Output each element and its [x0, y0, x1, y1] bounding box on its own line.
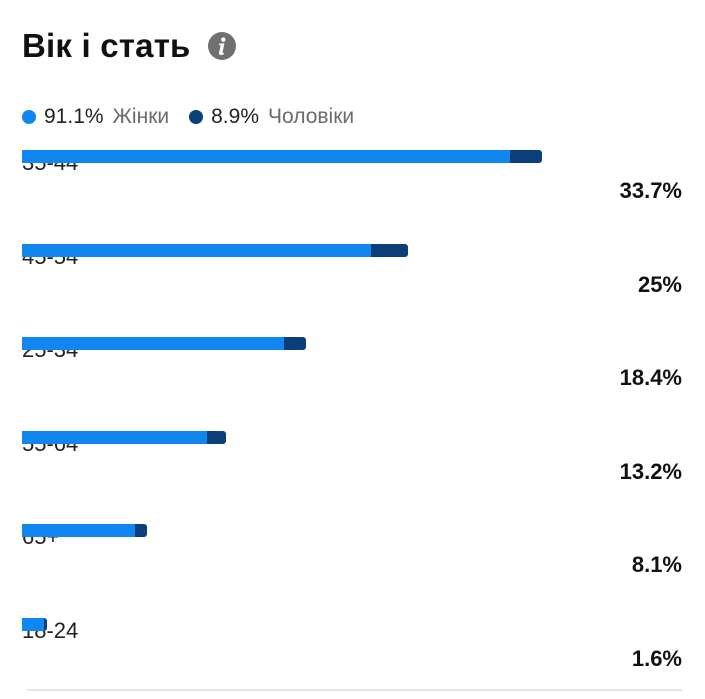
- value-label: 1.6%: [631, 645, 682, 671]
- value-label: 18.4%: [619, 365, 682, 390]
- value-label: 13.2%: [619, 458, 682, 484]
- bar-25-34: [22, 337, 306, 350]
- chart-legend: 91.1% Жінки 8.9% Чоловіки: [22, 103, 374, 131]
- chart-row-45-54: 45-5425%: [0, 243, 705, 324]
- bar-segment-women: [22, 430, 208, 444]
- bar-segment-women: [22, 524, 135, 537]
- value-label: 8.1%: [631, 552, 682, 577]
- chart-row-18-24: 18-24 1.6%: [0, 617, 705, 698]
- legend-women-percent: 91.1%: [44, 105, 104, 128]
- value-label: 25%: [637, 271, 682, 297]
- legend-item-men: 8.9% Чоловіки: [189, 105, 354, 129]
- bar-45-54: [22, 243, 408, 257]
- section-divider: [27, 689, 682, 691]
- bar-segment-women: [22, 617, 44, 631]
- bar-segment-men: [509, 150, 542, 163]
- section-title: Вік і стать: [22, 27, 191, 64]
- legend-dot-women: [22, 110, 36, 124]
- legend-women-label: Жінки: [112, 105, 170, 128]
- chart-row-55-64: 55-6413.2%: [0, 430, 705, 511]
- value-label: 33.7%: [619, 178, 682, 203]
- bar-18-24: [22, 617, 47, 631]
- section-header: Вік і стать: [22, 24, 237, 68]
- chart-row-35-44: 35-4433.7%: [0, 150, 705, 230]
- bar-segment-men: [43, 617, 47, 631]
- legend-dot-men: [189, 110, 204, 124]
- bar-segment-women: [22, 150, 510, 163]
- legend-men-percent: 8.9%: [211, 105, 259, 128]
- chart-row-25-34: 25-3418.4%: [0, 337, 705, 417]
- bar-segment-men: [207, 430, 226, 444]
- bar-segment-women: [22, 337, 285, 350]
- bar-65+: [22, 524, 147, 537]
- bar-segment-men: [134, 524, 147, 537]
- bar-segment-men: [370, 243, 408, 257]
- bar-segment-men: [284, 337, 306, 350]
- legend-item-women: 91.1% Жінки: [22, 105, 169, 129]
- chart-row-65+: 65+8.1%: [0, 524, 705, 604]
- bar-35-44: [22, 150, 542, 163]
- legend-men-label: Чоловіки: [268, 105, 355, 128]
- bar-segment-women: [22, 243, 371, 257]
- info-icon[interactable]: [207, 31, 237, 61]
- bar-55-64: [22, 430, 226, 444]
